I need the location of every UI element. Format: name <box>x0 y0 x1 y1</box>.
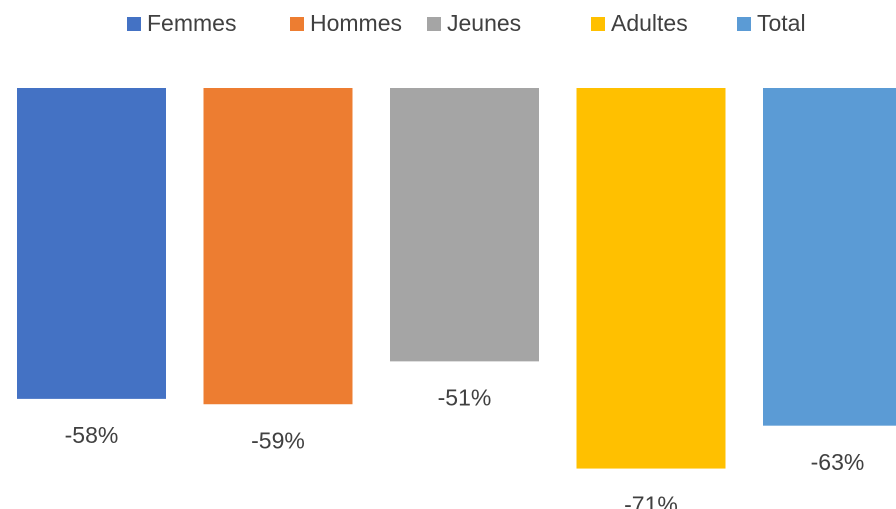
bar <box>390 88 539 362</box>
legend-label: Hommes <box>310 10 402 36</box>
legend-label: Total <box>757 10 806 36</box>
data-label: -63% <box>811 449 865 475</box>
legend-swatch <box>591 17 605 31</box>
data-label: -59% <box>251 427 305 453</box>
data-label: -71% <box>624 492 678 509</box>
bar <box>17 88 166 399</box>
legend-label: Jeunes <box>447 10 521 36</box>
bar <box>203 88 353 405</box>
legend-label: Femmes <box>147 10 236 36</box>
legend-swatch <box>737 17 751 31</box>
legend-label: Adultes <box>611 10 688 36</box>
data-label: -51% <box>438 384 492 410</box>
bar <box>576 88 726 469</box>
legend-swatch <box>427 17 441 31</box>
data-label: -58% <box>65 422 119 448</box>
legend-swatch <box>290 17 304 31</box>
bar <box>763 88 896 426</box>
legend-swatch <box>127 17 141 31</box>
